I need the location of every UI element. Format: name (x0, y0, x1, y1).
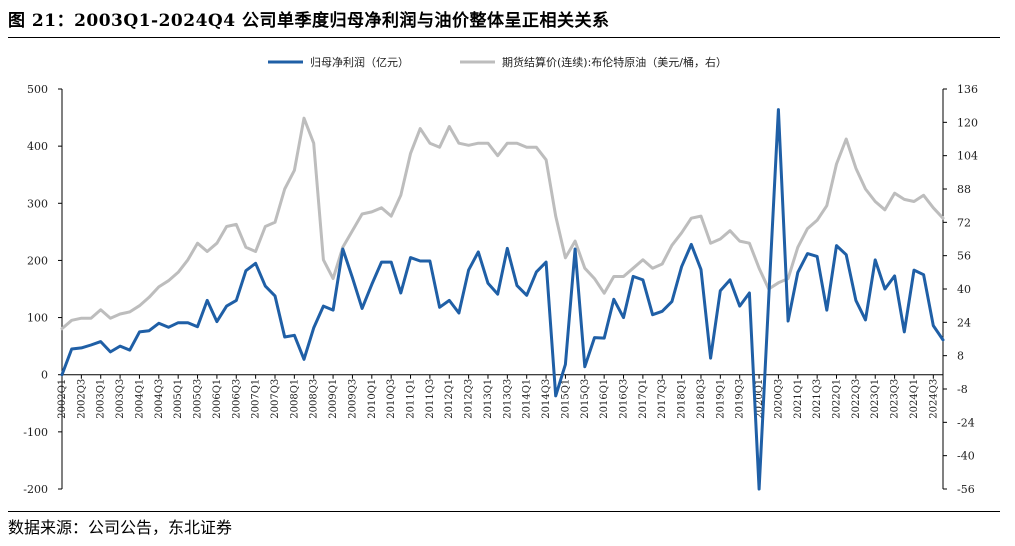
x-tick-label: 2003Q3 (115, 379, 126, 419)
x-tick-label: 2021Q1 (793, 379, 804, 419)
x-tick-label: 2008Q3 (309, 379, 320, 419)
x-tick-label: 2012Q3 (464, 379, 475, 419)
legend-label: 期货结算价(连续):布伦特原油（美元/桶，右） (502, 55, 727, 69)
x-tick-label: 2011Q3 (425, 379, 436, 419)
y-right-tick-label: 56 (957, 250, 971, 263)
x-tick-label: 2015Q1 (560, 379, 571, 419)
x-tick-label: 2017Q3 (657, 379, 668, 419)
x-tick-label: 2018Q3 (696, 379, 707, 419)
x-tick-label: 2005Q1 (173, 379, 184, 419)
x-tick-label: 2009Q3 (347, 379, 358, 419)
x-tick-label: 2016Q1 (599, 379, 610, 419)
y-right-tick-label: -56 (957, 483, 975, 496)
x-tick-label: 2015Q3 (580, 379, 591, 419)
y-left-tick-label: 300 (27, 197, 48, 210)
series-layer (60, 108, 945, 491)
x-tick-label: 2010Q3 (386, 379, 397, 419)
y-left-tick-label: 0 (41, 369, 48, 382)
series-line-brent-oil (60, 116, 945, 331)
x-tick-label: 2022Q1 (832, 379, 843, 419)
axes: -200 -100 0 100 200 300 400 500 -56 -40 -24 -8 8 24 40… (23, 83, 978, 496)
x-tick-label: 2019Q1 (715, 379, 726, 419)
y-right-tick-label: 8 (957, 350, 964, 363)
x-tick-label: 2023Q1 (870, 379, 881, 419)
x-tick-label: 2022Q3 (851, 379, 862, 419)
legend: 归母净利润（亿元） 期货结算价(连续):布伦特原油（美元/桶，右） (268, 55, 727, 69)
y-right-tick-label: -8 (957, 383, 968, 396)
x-tick-label: 2020Q3 (773, 379, 784, 419)
x-tick-label: 2002Q3 (76, 379, 87, 419)
x-tick-label: 2020Q1 (754, 379, 765, 419)
y-right-tick-label: 40 (957, 283, 971, 296)
y-right-tick-label: 72 (957, 216, 971, 229)
x-tick-label: 2002Q1 (57, 379, 68, 419)
x-tick-label: 2007Q1 (251, 379, 262, 419)
x-tick-label: 2009Q1 (328, 379, 339, 419)
x-tick-label: 2024Q1 (909, 379, 920, 419)
x-tick-label: 2017Q1 (638, 379, 649, 419)
y-left-tick-label: 400 (27, 140, 48, 153)
x-tick-label: 2013Q1 (483, 379, 494, 419)
y-left-tick-label: -200 (23, 483, 48, 496)
x-tick-label: 2010Q1 (367, 379, 378, 419)
x-tick-label: 2011Q1 (406, 379, 417, 419)
x-tick-label: 2024Q3 (928, 379, 939, 419)
x-tick-label: 2019Q3 (735, 379, 746, 419)
top-rule (8, 37, 1000, 38)
x-tick-label: 2016Q3 (619, 379, 630, 419)
y-left-tick-label: -100 (23, 426, 48, 439)
x-tick-label: 2006Q3 (231, 379, 242, 419)
x-tick-label: 2012Q1 (444, 379, 455, 419)
x-tick-label: 2006Q1 (212, 379, 223, 419)
x-tick-label: 2013Q3 (502, 379, 513, 419)
source-note: 数据来源：公司公告，东北证券 (8, 518, 233, 537)
y-right-tick-label: 120 (957, 116, 978, 129)
x-tick-label: 2018Q1 (677, 379, 688, 419)
y-right-tick-label: 88 (957, 183, 971, 196)
y-left-tick-label: 500 (27, 83, 48, 96)
y-right-tick-label: 136 (957, 83, 978, 96)
y-right-tick-label: -40 (957, 450, 975, 463)
x-tick-label: 2007Q3 (270, 379, 281, 419)
x-tick-label: 2014Q3 (541, 379, 552, 419)
chart-title: 图 21：2003Q1-2024Q4 公司单季度归母净利润与油价整体呈正相关关系 (8, 11, 610, 31)
x-tick-label: 2003Q1 (96, 379, 107, 419)
y-right-tick-label: 104 (957, 150, 978, 163)
series-line-net-profit (60, 108, 945, 491)
legend-label: 归母净利润（亿元） (310, 55, 409, 69)
x-tick-label: 2021Q3 (812, 379, 823, 419)
y-right-tick-label: -24 (957, 416, 975, 429)
x-tick-label: 2023Q3 (890, 379, 901, 419)
y-left-tick-label: 200 (27, 254, 48, 267)
x-tick-label: 2004Q3 (154, 379, 165, 419)
x-tick-label: 2004Q1 (134, 379, 145, 419)
x-tick-label: 2014Q1 (522, 379, 533, 419)
y-left-tick-label: 100 (27, 312, 48, 325)
y-right-tick-label: 24 (957, 316, 971, 329)
bottom-rule (8, 511, 1000, 512)
x-tick-label: 2008Q1 (289, 379, 300, 419)
x-tick-label: 2005Q3 (193, 379, 204, 419)
